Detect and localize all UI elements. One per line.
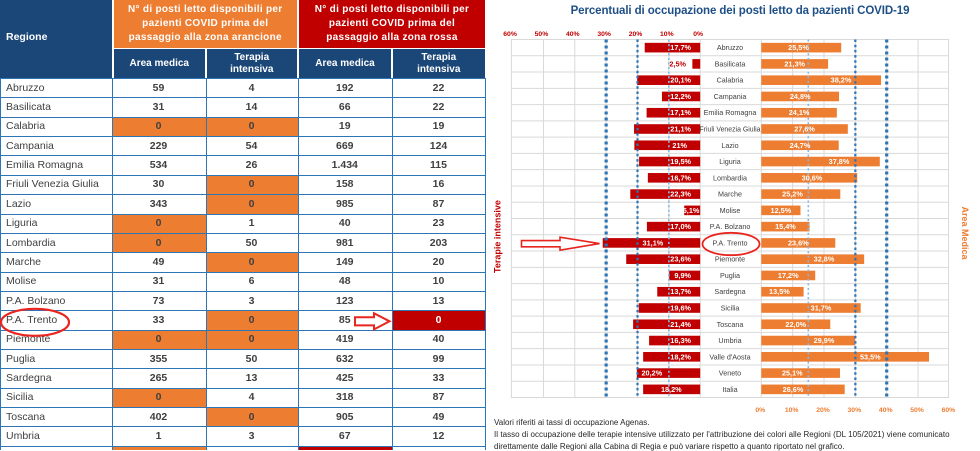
svg-text:Campania: Campania (714, 92, 747, 101)
svg-text:27,6%: 27,6% (794, 125, 815, 134)
svg-text:22,0%: 22,0% (785, 320, 806, 329)
svg-text:12,5%: 12,5% (771, 206, 792, 215)
svg-text:20,2%: 20,2% (642, 369, 663, 378)
svg-text:38,2%: 38,2% (831, 76, 852, 85)
svg-text:17,2%: 17,2% (778, 271, 799, 280)
svg-text:5,1%: 5,1% (683, 206, 700, 215)
svg-text:24,7%: 24,7% (790, 141, 811, 150)
svg-text:Valle d'Aosta: Valle d'Aosta (709, 352, 750, 361)
svg-text:Toscana: Toscana (717, 320, 744, 329)
svg-text:Lazio: Lazio (721, 141, 738, 150)
svg-text:Basilicata: Basilicata (715, 59, 746, 68)
svg-text:21%: 21% (672, 141, 687, 150)
svg-text:Italia: Italia (722, 385, 737, 394)
svg-text:25,5%: 25,5% (788, 43, 809, 52)
svg-text:25,2%: 25,2% (782, 190, 803, 199)
svg-text:P.A. Trento: P.A. Trento (712, 238, 747, 247)
svg-text:19,6%: 19,6% (670, 304, 691, 313)
svg-text:13,7%: 13,7% (670, 287, 691, 296)
svg-text:10%: 10% (785, 407, 799, 414)
svg-text:24,1%: 24,1% (789, 108, 810, 117)
svg-text:17,0%: 17,0% (670, 222, 691, 231)
svg-text:Terapie intensive: Terapie intensive (493, 200, 503, 273)
svg-text:15,4%: 15,4% (775, 222, 796, 231)
svg-text:Puglia: Puglia (720, 271, 740, 280)
svg-text:26,6%: 26,6% (783, 385, 804, 394)
svg-text:60%: 60% (942, 407, 956, 414)
svg-text:50%: 50% (910, 407, 924, 414)
svg-text:20,1%: 20,1% (670, 76, 691, 85)
svg-text:16,3%: 16,3% (670, 336, 691, 345)
svg-text:2,5%: 2,5% (669, 59, 686, 68)
svg-text:31,7%: 31,7% (811, 304, 832, 313)
svg-text:13,5%: 13,5% (769, 287, 790, 296)
svg-text:23,6%: 23,6% (670, 255, 691, 264)
svg-text:18,2%: 18,2% (670, 352, 691, 361)
svg-text:19,5%: 19,5% (670, 157, 691, 166)
svg-text:31,1%: 31,1% (643, 238, 664, 247)
svg-text:0%: 0% (755, 407, 765, 414)
svg-text:32,8%: 32,8% (814, 255, 835, 264)
svg-text:17,7%: 17,7% (670, 43, 691, 52)
svg-text:9,9%: 9,9% (674, 271, 691, 280)
svg-text:24,8%: 24,8% (790, 92, 811, 101)
svg-text:Calabria: Calabria (717, 76, 744, 85)
svg-text:20%: 20% (629, 31, 643, 38)
svg-text:0%: 0% (693, 31, 703, 38)
svg-text:23,6%: 23,6% (788, 238, 809, 247)
svg-text:Abruzzo: Abruzzo (717, 43, 743, 52)
svg-text:Veneto: Veneto (719, 369, 741, 378)
svg-text:21,3%: 21,3% (784, 59, 805, 68)
svg-text:20%: 20% (816, 407, 830, 414)
svg-text:40%: 40% (879, 407, 893, 414)
svg-text:Area Medica: Area Medica (960, 206, 970, 260)
svg-text:Umbria: Umbria (718, 336, 741, 345)
svg-text:40%: 40% (566, 31, 580, 38)
svg-text:Sicilia: Sicilia (721, 304, 740, 313)
svg-text:Liguria: Liguria (719, 157, 741, 166)
svg-text:21,1%: 21,1% (670, 125, 691, 134)
svg-text:29,9%: 29,9% (814, 336, 835, 345)
svg-text:37,8%: 37,8% (829, 157, 850, 166)
svg-text:22,3%: 22,3% (670, 190, 691, 199)
svg-text:60%: 60% (503, 31, 517, 38)
svg-text:53,5%: 53,5% (860, 352, 881, 361)
svg-text:Emilia Romagna: Emilia Romagna (704, 108, 757, 117)
svg-text:P.A. Bolzano: P.A. Bolzano (710, 222, 751, 231)
svg-text:12,2%: 12,2% (670, 92, 691, 101)
svg-text:30%: 30% (848, 407, 862, 414)
svg-text:30,6%: 30,6% (802, 173, 823, 182)
svg-text:Piemonte: Piemonte (715, 255, 745, 264)
svg-text:17,1%: 17,1% (670, 108, 691, 117)
svg-text:25,1%: 25,1% (782, 369, 803, 378)
svg-text:16,7%: 16,7% (670, 173, 691, 182)
svg-text:Molise: Molise (720, 206, 741, 215)
svg-text:50%: 50% (535, 31, 549, 38)
svg-text:10%: 10% (660, 31, 674, 38)
svg-text:18,2%: 18,2% (661, 385, 682, 394)
svg-text:Sardegna: Sardegna (714, 287, 745, 296)
svg-text:Friuli Venezia Giulia: Friuli Venezia Giulia (700, 126, 761, 133)
svg-text:21,4%: 21,4% (670, 320, 691, 329)
svg-text:Marche: Marche (718, 190, 742, 199)
svg-text:30%: 30% (597, 31, 611, 38)
svg-text:Lombardia: Lombardia (713, 173, 747, 182)
